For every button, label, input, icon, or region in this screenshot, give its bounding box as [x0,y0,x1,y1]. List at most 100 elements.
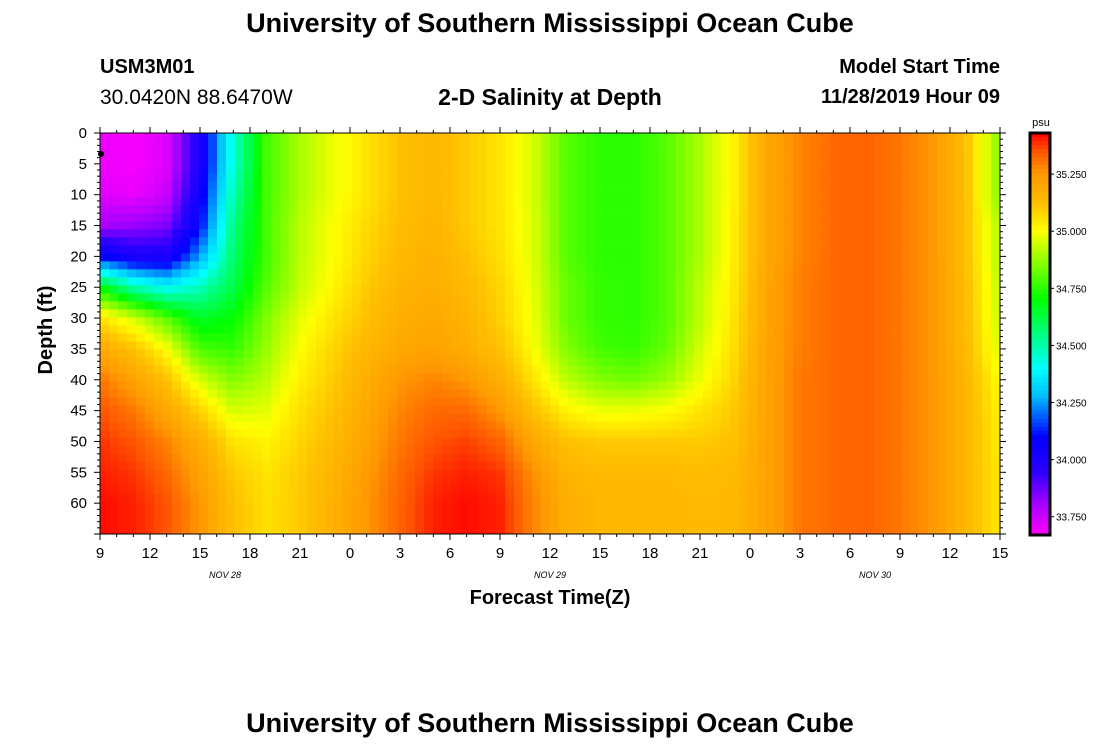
heatmap-cell [748,301,758,311]
heatmap-cell [613,317,623,327]
heatmap-cell [523,301,533,311]
heatmap-cell [514,205,524,214]
heatmap-cell [370,133,380,142]
heatmap-cell [577,349,587,359]
heatmap-cell [847,149,857,158]
heatmap-cell [496,133,506,142]
heatmap-cell [172,381,182,391]
heatmap-cell [811,293,821,303]
heatmap-cell [595,469,605,479]
heatmap-cell [298,133,308,142]
heatmap-cell [946,421,956,431]
heatmap-cell [433,525,443,534]
heatmap-cell [352,525,362,534]
heatmap-cell [901,325,911,335]
heatmap-cell [829,221,839,230]
heatmap-cell [352,229,362,238]
heatmap-cell [820,349,830,359]
heatmap-cell [460,261,470,270]
heatmap-cell [748,517,758,527]
heatmap-cell [712,437,722,447]
heatmap-cell [496,485,506,495]
heatmap-cell [352,285,362,294]
heatmap-cell [505,197,515,206]
heatmap-cell [379,365,389,375]
heatmap-cell [676,237,686,246]
heatmap-cell [559,197,569,206]
heatmap-cell [559,437,569,447]
heatmap-cell [505,181,515,190]
heatmap-cell [298,229,308,238]
heatmap-cell [820,245,830,254]
heatmap-cell [235,181,245,190]
heatmap-cell [766,229,776,238]
heatmap-cell [334,349,344,359]
heatmap-cell [298,525,308,534]
heatmap-cell [631,141,641,150]
heatmap-cell [109,301,119,311]
heatmap-cell [325,197,335,206]
heatmap-cell [622,181,632,190]
heatmap-cell [910,477,920,487]
heatmap-cell [388,213,398,222]
heatmap-cell [154,333,164,343]
heatmap-cell [469,477,479,487]
heatmap-cell [532,381,542,391]
heatmap-cell [964,141,974,150]
heatmap-cell [829,437,839,447]
heatmap-cell [181,245,191,254]
heatmap-cell [991,469,1000,479]
heatmap-cell [487,149,497,158]
heatmap-cell [280,445,290,455]
heatmap-cell [532,181,542,190]
heatmap-cell [541,461,551,471]
heatmap-cell [631,349,641,359]
heatmap-cell [676,133,686,142]
heatmap-cell [568,173,578,182]
heatmap-cell [838,525,848,534]
heatmap-cell [793,325,803,335]
heatmap-cell [910,157,920,166]
heatmap-cell [811,205,821,214]
heatmap-cell [937,509,947,519]
heatmap-cell [244,277,254,286]
heatmap-cell [379,333,389,343]
heatmap-cell [937,141,947,150]
heatmap-cell [469,261,479,270]
heatmap-cell [280,149,290,158]
heatmap-cell [838,413,848,423]
heatmap-cell [964,493,974,503]
heatmap-cell [127,365,137,375]
heatmap-cell [604,421,614,431]
heatmap-cell [784,413,794,423]
heatmap-cell [442,157,452,166]
heatmap-cell [577,149,587,158]
heatmap-cell [748,501,758,511]
heatmap-cell [136,157,146,166]
heatmap-cell [649,413,659,423]
heatmap-cell [523,285,533,294]
heatmap-cell [847,325,857,335]
heatmap-cell [442,493,452,503]
heatmap-cell [775,485,785,495]
heatmap-cell [838,397,848,407]
heatmap-cell [964,389,974,399]
heatmap-cell [343,413,353,423]
heatmap-cell [253,173,263,182]
heatmap-cell [532,229,542,238]
heatmap-cell [316,413,326,423]
heatmap-cell [622,493,632,503]
heatmap-cell [433,349,443,359]
heatmap-cell [424,469,434,479]
heatmap-cell [181,421,191,431]
heatmap-cell [883,381,893,391]
heatmap-cell [100,405,110,415]
heatmap-cell [595,493,605,503]
heatmap-cell [559,365,569,375]
heatmap-cell [703,501,713,511]
heatmap-cell [361,421,371,431]
heatmap-cell [793,397,803,407]
heatmap-cell [847,405,857,415]
heatmap-cell [370,285,380,294]
heatmap-cell [874,173,884,182]
